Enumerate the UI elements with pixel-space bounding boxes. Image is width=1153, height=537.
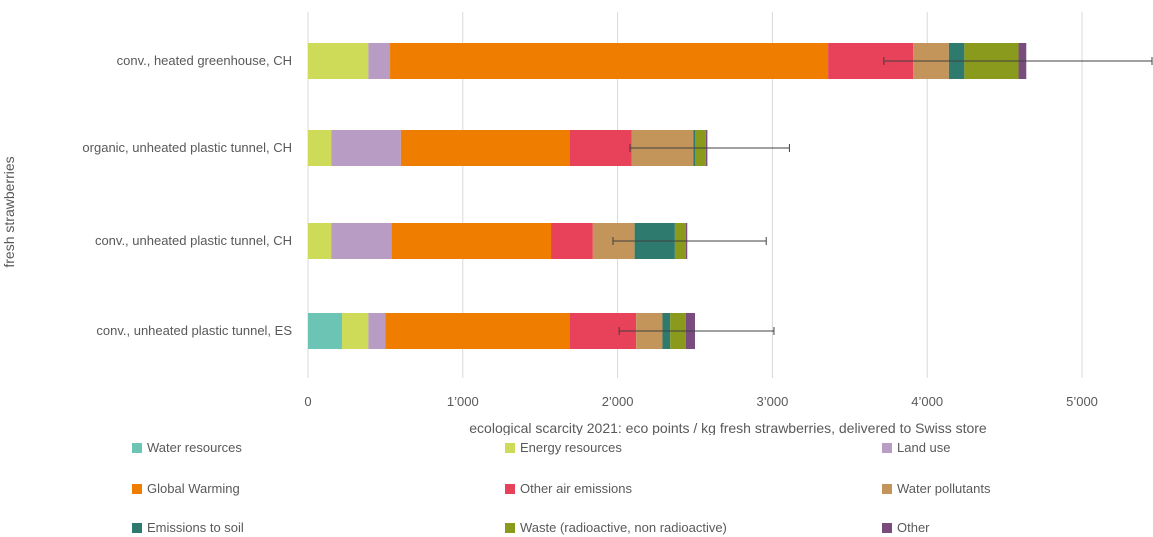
- bar-segment: [551, 223, 593, 259]
- bar-segment: [331, 130, 401, 166]
- legend-item: Other: [882, 520, 930, 535]
- category-label: conv., heated greenhouse, CH: [117, 53, 292, 68]
- bar-segment: [390, 43, 829, 79]
- legend-label: Emissions to soil: [147, 520, 244, 535]
- legend-item: Land use: [882, 440, 951, 455]
- legend-label: Water resources: [147, 440, 242, 455]
- category-labels: conv., heated greenhouse, CH organic, unh…: [82, 53, 292, 338]
- legend-swatch: [882, 483, 892, 494]
- category-label: conv., unheated plastic tunnel, CH: [95, 233, 292, 248]
- legend-item: Global Warming: [132, 481, 240, 496]
- legend-label: Water pollutants: [897, 481, 991, 496]
- bar-segment: [342, 313, 369, 349]
- legend: Water resources Energy resources Land use G…: [0, 435, 1153, 535]
- legend-label: Other air emissions: [520, 481, 632, 496]
- legend-item: Emissions to soil: [132, 520, 244, 535]
- x-tick-label: 0: [304, 394, 311, 409]
- x-tick-label: 4’000: [911, 394, 943, 409]
- y-axis-title: fresh strawberries: [1, 156, 17, 267]
- bar-segment: [308, 223, 332, 259]
- bar-segment: [391, 223, 552, 259]
- legend-item: Waste (radioactive, non radioactive): [505, 520, 727, 535]
- legend-label: Land use: [897, 440, 951, 455]
- legend-label: Other: [897, 520, 930, 535]
- category-label: organic, unheated plastic tunnel, CH: [82, 140, 292, 155]
- legend-swatch: [505, 442, 515, 453]
- legend-label: Global Warming: [147, 481, 240, 496]
- legend-label: Waste (radioactive, non radioactive): [520, 520, 727, 535]
- bar-segment: [385, 313, 570, 349]
- legend-item: Other air emissions: [505, 481, 632, 496]
- bar-segments: [308, 43, 1027, 349]
- x-axis-title: ecological scarcity 2021: eco points / k…: [469, 420, 987, 435]
- legend-swatch: [505, 522, 515, 533]
- legend-item: Energy resources: [505, 440, 622, 455]
- legend-item: Water resources: [132, 440, 242, 455]
- bar-segment: [331, 223, 392, 259]
- x-tick-labels: 0 1’000 2’000 3’000 4’000 5’000: [304, 394, 1098, 409]
- legend-swatch: [505, 483, 515, 494]
- x-tick-label: 1’000: [447, 394, 479, 409]
- x-tick-label: 3’000: [756, 394, 788, 409]
- bar-segment: [308, 43, 369, 79]
- x-tick-label: 5’000: [1066, 394, 1098, 409]
- x-tick-label: 2’000: [602, 394, 634, 409]
- bar-segment: [308, 313, 343, 349]
- bar-segment: [368, 313, 386, 349]
- legend-swatch: [882, 522, 892, 533]
- chart-plot: 0 1’000 2’000 3’000 4’000 5’000 conv., heated…: [1, 12, 1153, 435]
- legend-swatch: [132, 522, 142, 533]
- legend-label: Energy resources: [520, 440, 622, 455]
- legend-swatch: [132, 442, 142, 453]
- bar-segment: [569, 130, 632, 166]
- bar-segment: [308, 130, 332, 166]
- error-bars: [612, 57, 1153, 335]
- category-label: conv., unheated plastic tunnel, ES: [96, 323, 292, 338]
- legend-item: Water pollutants: [882, 481, 990, 496]
- legend-swatch: [882, 442, 892, 453]
- bar-segment: [368, 43, 391, 79]
- legend-swatch: [132, 483, 142, 494]
- bar-segment: [400, 130, 570, 166]
